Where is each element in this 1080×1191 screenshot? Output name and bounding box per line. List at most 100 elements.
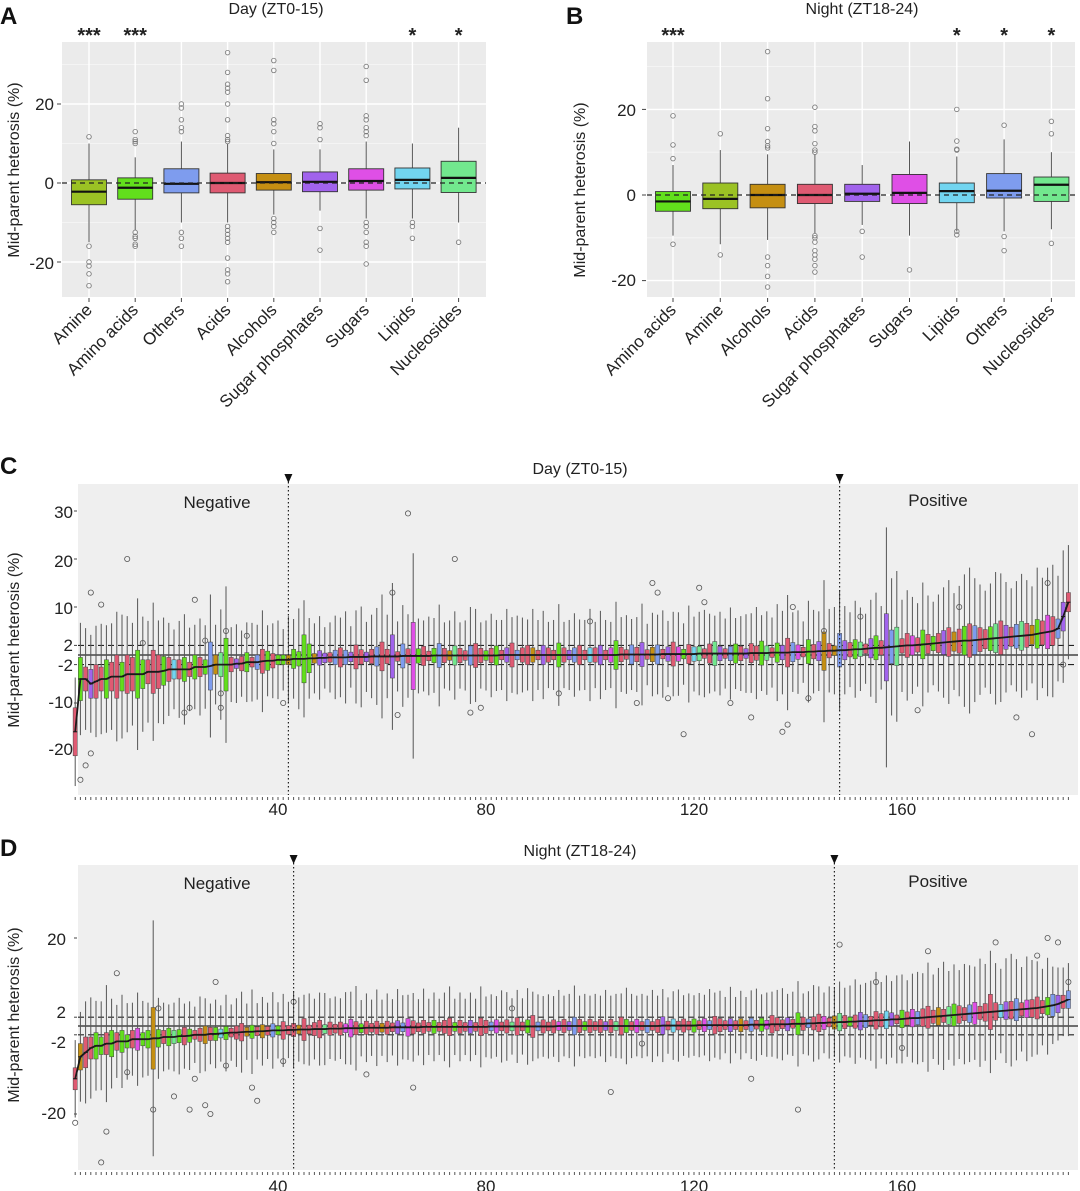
outlier-point bbox=[224, 227, 231, 234]
outlier-point bbox=[271, 223, 277, 230]
outlier-point bbox=[224, 235, 231, 241]
outlier-point bbox=[124, 556, 131, 563]
outlier-point bbox=[670, 113, 676, 119]
box-iqr bbox=[938, 182, 975, 204]
outlier-point bbox=[467, 709, 474, 716]
box-lipids bbox=[394, 143, 431, 241]
outlier-point bbox=[363, 223, 369, 230]
panel-d-y-axis-label: Mid-parent heterosis (%) bbox=[6, 927, 23, 1102]
outlier-point bbox=[224, 271, 231, 277]
outlier-point bbox=[224, 255, 231, 261]
outlier-point bbox=[132, 233, 138, 240]
outlier-point bbox=[859, 228, 865, 235]
negative-region-label: Negative bbox=[183, 493, 250, 512]
panel-d-ytick: -2 bbox=[51, 1033, 66, 1052]
outlier-point bbox=[317, 136, 323, 143]
outlier-point bbox=[363, 128, 369, 135]
outlier-point bbox=[812, 140, 818, 147]
outlier-point bbox=[132, 235, 138, 241]
outlier-point bbox=[696, 584, 703, 591]
outlier-point bbox=[132, 229, 138, 236]
box-iqr bbox=[163, 168, 200, 194]
outlier-point bbox=[222, 628, 229, 635]
outlier-point bbox=[224, 81, 231, 87]
outlier-point bbox=[954, 138, 960, 144]
panel-letter-b: B bbox=[566, 3, 583, 30]
outlier-point bbox=[224, 132, 231, 139]
outlier-point bbox=[271, 117, 277, 123]
panel-a-title: Day (ZT0-15) bbox=[228, 1, 323, 18]
outlier-point bbox=[224, 89, 231, 95]
outlier-point bbox=[98, 1159, 105, 1166]
panel-d-ytick: -20 bbox=[41, 1104, 66, 1123]
outlier-point bbox=[954, 106, 960, 113]
outlier-point bbox=[680, 731, 687, 738]
panel-d-ytick: 2 bbox=[57, 1003, 66, 1022]
x-category-label: Acids bbox=[192, 300, 235, 343]
panel-a-ytick: -20 bbox=[29, 254, 54, 273]
outlier-point bbox=[508, 1005, 515, 1012]
outlier-point bbox=[87, 750, 94, 757]
outlier-point bbox=[954, 228, 960, 235]
outlier-point bbox=[224, 69, 231, 76]
outlier-point bbox=[98, 601, 105, 608]
median-trend-line bbox=[74, 601, 1070, 732]
outlier-point bbox=[132, 138, 138, 145]
outlier-point bbox=[873, 979, 880, 986]
significance-marker: * bbox=[409, 25, 417, 47]
outlier-point bbox=[649, 580, 656, 587]
outlier-point bbox=[914, 707, 921, 714]
outlier-point bbox=[1013, 714, 1020, 721]
outlier-point bbox=[670, 155, 676, 162]
outlier-point bbox=[821, 628, 828, 635]
box-iqr bbox=[891, 174, 928, 205]
outlier-point bbox=[727, 700, 734, 707]
outlier-point bbox=[764, 48, 771, 55]
outlier-point bbox=[363, 261, 369, 267]
outlier-point bbox=[764, 145, 771, 151]
outlier-point bbox=[317, 225, 323, 232]
outlier-point bbox=[654, 589, 661, 596]
panel-c-ytick: 20 bbox=[54, 552, 73, 571]
outlier-point bbox=[271, 128, 277, 135]
outlier-point bbox=[202, 1102, 209, 1109]
panel-c-ytick: 10 bbox=[54, 599, 73, 618]
outlier-point bbox=[271, 229, 277, 236]
outlier-point bbox=[224, 239, 231, 245]
panel-d-xtick: 80 bbox=[477, 1177, 496, 1191]
outlier-point bbox=[224, 223, 231, 230]
panel-c-ytick: -2 bbox=[58, 656, 73, 675]
outlier-point bbox=[132, 243, 138, 249]
box-iqr bbox=[986, 173, 1023, 199]
outlier-point bbox=[86, 243, 92, 249]
outlier-point bbox=[812, 239, 818, 245]
outlier-point bbox=[363, 113, 369, 119]
outlier-point bbox=[155, 1005, 162, 1012]
outlier-point bbox=[639, 1040, 646, 1047]
outlier-point bbox=[925, 948, 932, 955]
panel-b-title: Night (ZT18-24) bbox=[806, 1, 919, 18]
outlier-point bbox=[1001, 247, 1007, 254]
panel-letter-d: D bbox=[0, 835, 17, 862]
outlier-point bbox=[701, 599, 708, 606]
outlier-point bbox=[404, 510, 411, 517]
panel-c-xtick: 160 bbox=[888, 800, 916, 819]
outlier-point bbox=[899, 1045, 906, 1052]
outlier-point bbox=[178, 117, 185, 123]
outlier-point bbox=[1044, 580, 1051, 587]
outlier-point bbox=[555, 690, 562, 697]
outlier-point bbox=[779, 728, 786, 735]
outlier-point bbox=[317, 247, 323, 253]
outlier-point bbox=[224, 138, 231, 145]
outlier-point bbox=[409, 235, 416, 241]
outlier-point bbox=[212, 979, 219, 986]
outlier-point bbox=[789, 604, 796, 611]
outlier-point bbox=[906, 267, 913, 273]
median-trend-line bbox=[74, 998, 1069, 1080]
outlier-point bbox=[271, 140, 277, 147]
outlier-point bbox=[812, 149, 818, 155]
outlier-point bbox=[812, 262, 818, 269]
outlier-point bbox=[1029, 731, 1036, 738]
outlier-point bbox=[477, 704, 484, 711]
outlier-point bbox=[363, 219, 369, 226]
